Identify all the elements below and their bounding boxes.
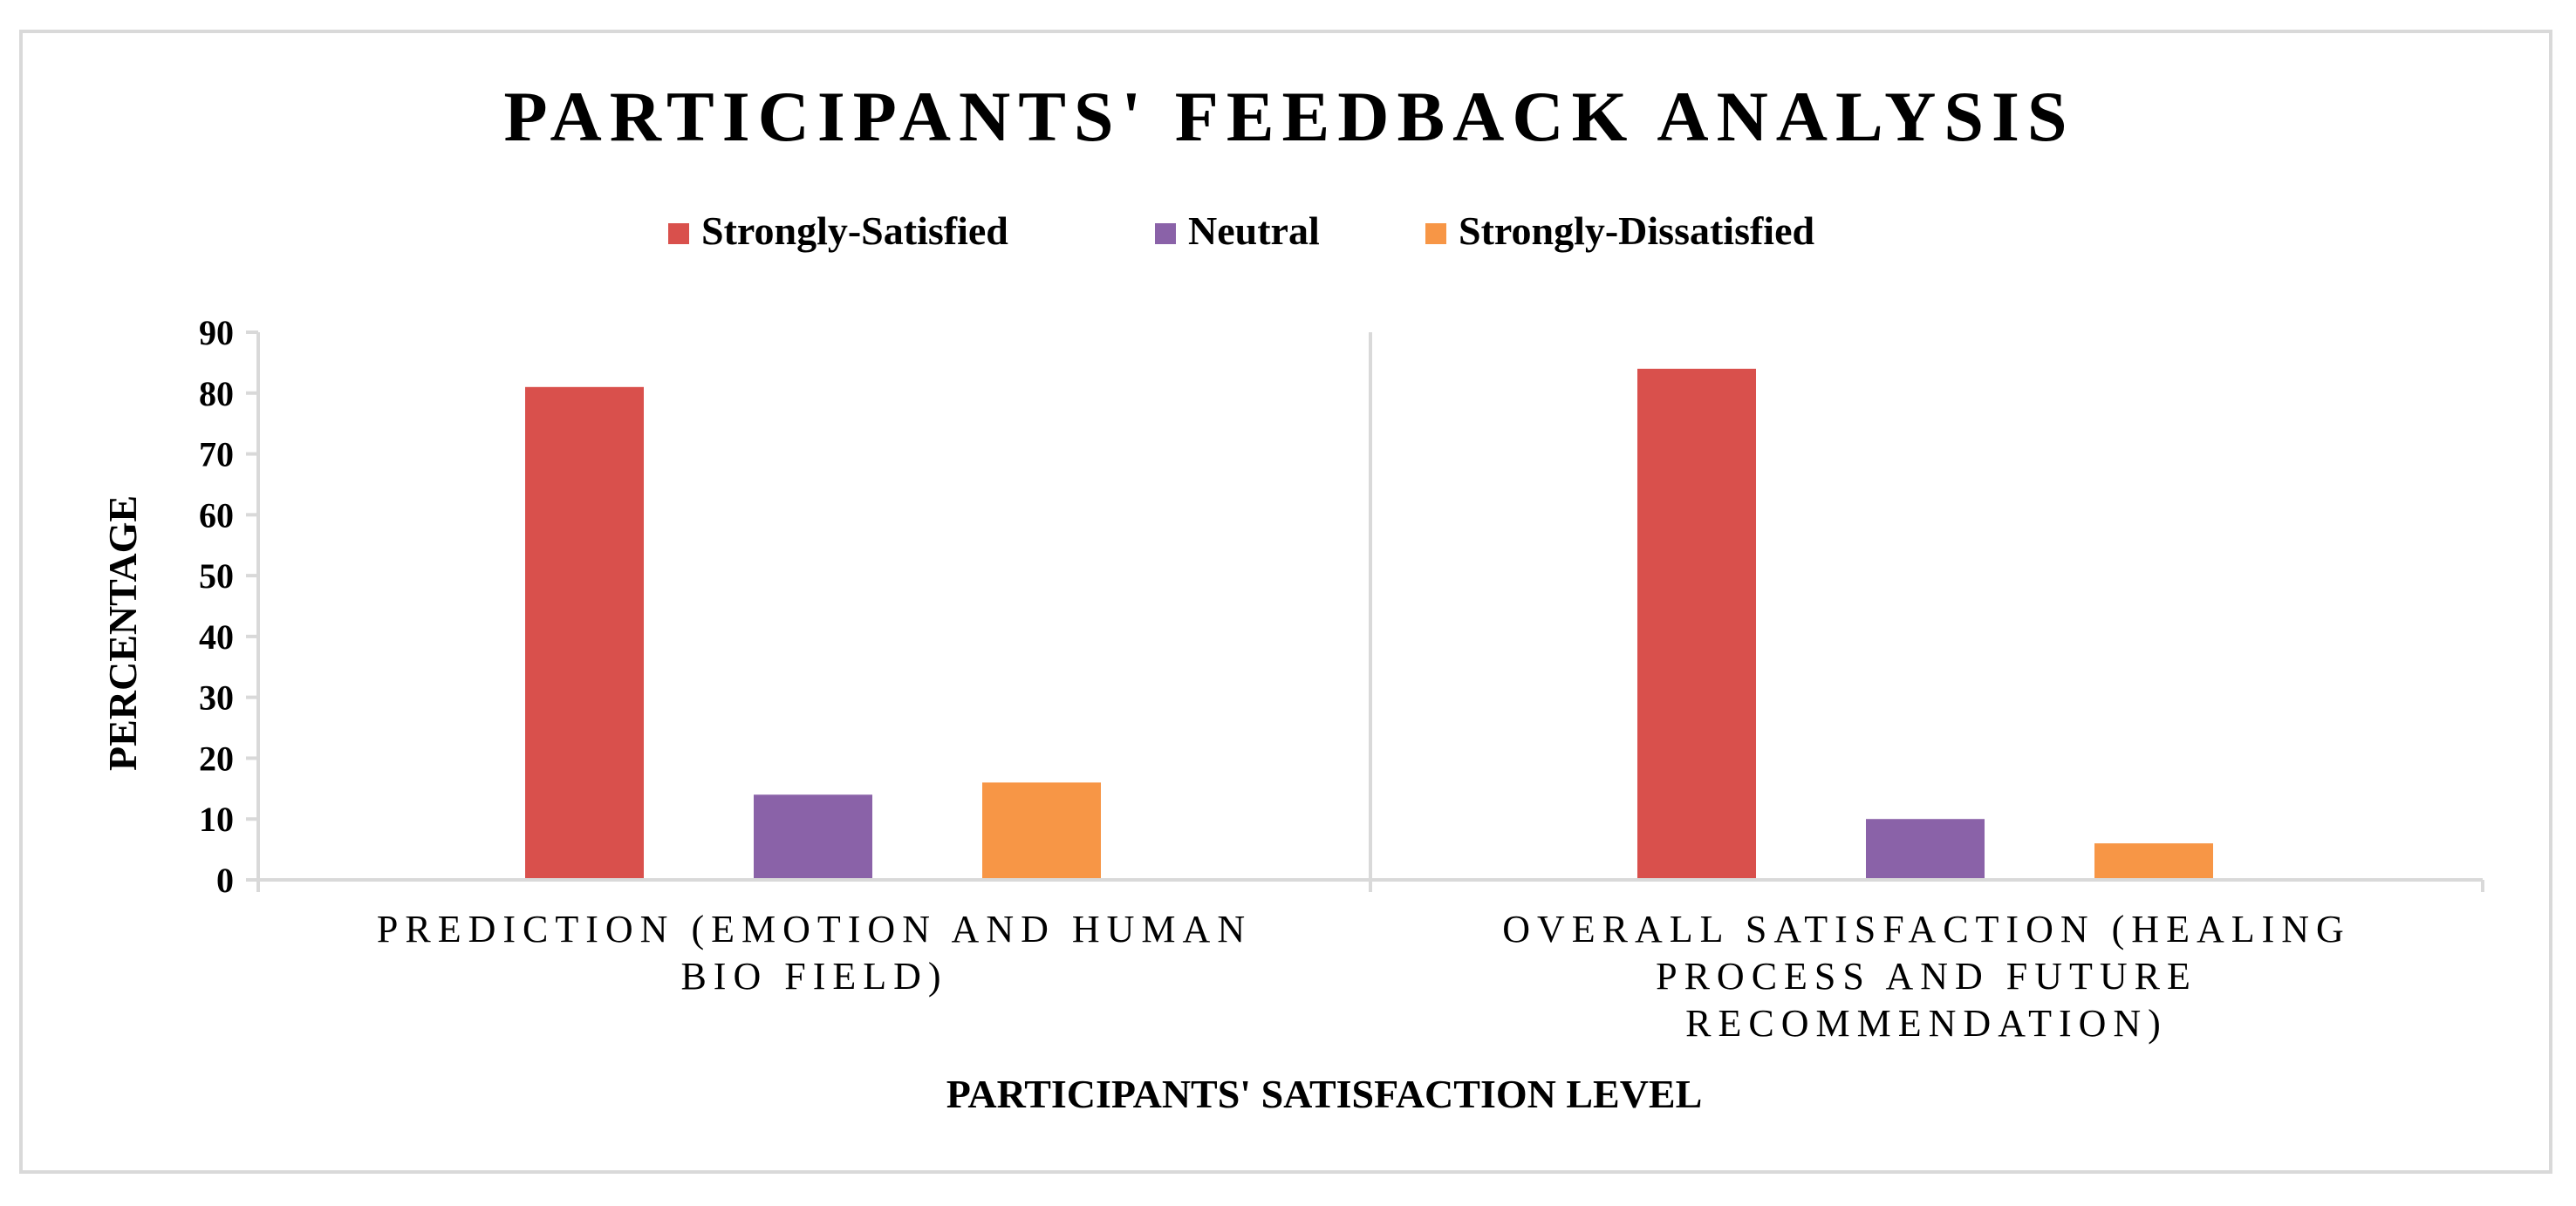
x-category-label: OVERALL SATISFACTION (HEALING [1502, 908, 2351, 950]
y-axis-title: PERCENTAGE [100, 495, 145, 771]
y-tick-label: 0 [216, 861, 234, 900]
chart-title: PARTICIPANTS' FEEDBACK ANALYSIS [503, 77, 2074, 156]
y-tick-label: 50 [199, 556, 234, 596]
bar-strongly-satisfied [1637, 368, 1756, 880]
y-tick-label: 30 [199, 678, 234, 718]
legend-label: Strongly-Satisfied [701, 208, 1008, 253]
bar-strongly-dissatisfied [982, 782, 1101, 880]
bar-neutral [754, 794, 872, 880]
y-tick-label: 90 [199, 313, 234, 352]
y-tick-label: 80 [199, 374, 234, 413]
y-tick-label: 40 [199, 617, 234, 657]
legend-swatch [1155, 223, 1176, 244]
bar-neutral [1866, 819, 1985, 880]
x-axis-title: PARTICIPANTS' SATISFACTION LEVEL [946, 1072, 1703, 1116]
bar-strongly-dissatisfied [2094, 843, 2213, 880]
legend-label: Neutral [1188, 208, 1320, 253]
chart-svg: PARTICIPANTS' FEEDBACK ANALYSIS Strongly… [100, 77, 2484, 1116]
x-axis: PREDICTION (EMOTION AND HUMAN BIO FIELD) O… [256, 332, 2484, 1045]
legend-swatch [668, 223, 689, 244]
x-category-label: BIO FIELD) [680, 955, 947, 998]
y-tick-label: 20 [199, 739, 234, 778]
x-category-label: PROCESS AND FUTURE [1656, 955, 2197, 998]
x-category-label: RECOMMENDATION) [1685, 1002, 2168, 1045]
y-axis: 0 10 20 30 40 50 60 70 80 90 [199, 313, 260, 900]
plot-area [525, 368, 2213, 880]
bar-strongly-satisfied [525, 386, 644, 880]
y-tick-label: 60 [199, 495, 234, 535]
legend: Strongly-Satisfied Neutral Strongly-Dissat… [668, 208, 1814, 253]
legend-label: Strongly-Dissatisfied [1459, 208, 1814, 253]
y-tick-label: 10 [199, 800, 234, 839]
chart-frame: PARTICIPANTS' FEEDBACK ANALYSIS Strongly… [19, 30, 2552, 1174]
x-category-label: PREDICTION (EMOTION AND HUMAN [377, 908, 1252, 950]
y-tick-label: 70 [199, 435, 234, 474]
legend-swatch [1425, 223, 1446, 244]
